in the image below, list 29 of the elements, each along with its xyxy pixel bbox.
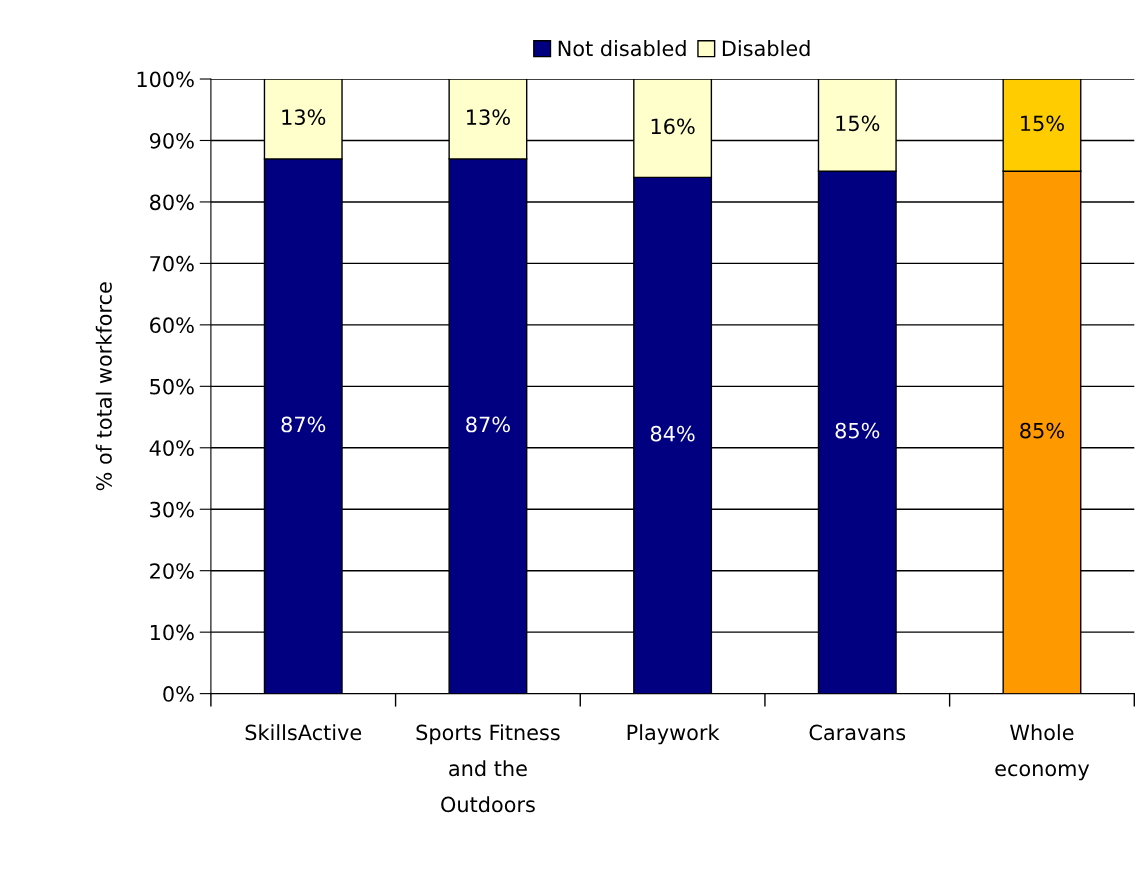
x-tick-label: SkillsActive: [245, 724, 362, 741]
legend-label: Disabled: [722, 40, 810, 57]
x-tick-label: Whole economy: [995, 724, 1090, 781]
y-tick-label: 40%: [149, 440, 194, 456]
x-tick-label: Playwork: [627, 724, 720, 745]
legend-label: Not disabled: [558, 40, 686, 57]
y-axis-title: % of total workforce: [95, 282, 112, 491]
y-tick-label: 70%: [150, 255, 194, 272]
data-label: 13%: [467, 109, 510, 126]
data-label: 85%: [1020, 422, 1064, 439]
y-tick-label: 20%: [150, 563, 194, 579]
y-tick-label: 90%: [149, 132, 194, 149]
y-tick-label: 10%: [150, 624, 194, 641]
y-tick-label: 100%: [137, 71, 194, 88]
data-label: 87%: [466, 416, 510, 433]
data-label: 85%: [835, 422, 880, 439]
data-label: 87%: [281, 416, 326, 433]
x-tick-label: Sports Fitness and the Outdoors: [416, 724, 560, 813]
y-tick-label: 50%: [150, 378, 194, 395]
y-tick-label: 30%: [150, 501, 194, 518]
y-tick-label: 60%: [150, 317, 194, 334]
data-label: 16%: [651, 118, 695, 135]
y-tick-label: 0%: [163, 686, 194, 702]
data-label: 84%: [650, 425, 695, 442]
data-label: 15%: [836, 115, 880, 132]
x-tick-label: Caravans: [809, 724, 906, 741]
data-label: 15%: [1021, 115, 1064, 132]
data-label: 13%: [282, 109, 326, 126]
y-tick-label: 80%: [150, 194, 194, 211]
